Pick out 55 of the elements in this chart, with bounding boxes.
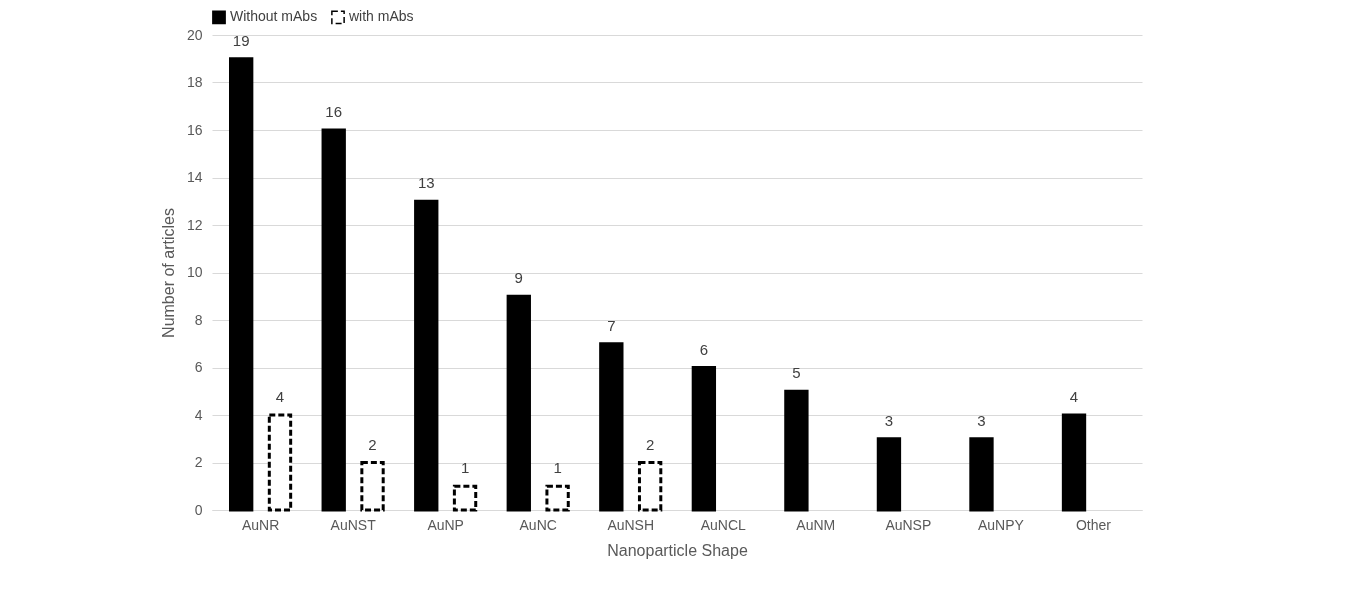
data-label: 4	[1069, 388, 1079, 405]
bar	[360, 461, 385, 512]
x-tick-label: AuNSP	[885, 516, 932, 533]
legend-label: Without mAbs	[230, 8, 318, 25]
data-label: 4	[275, 388, 285, 405]
x-tick-label: AuNST	[330, 516, 377, 533]
y-tick-label: 8	[194, 311, 203, 328]
bar	[321, 128, 346, 512]
bar	[637, 461, 663, 512]
x-tick-label: AuNR	[241, 516, 280, 533]
data-label: 2	[368, 435, 377, 453]
data-label: 16	[325, 103, 343, 120]
bar	[267, 413, 293, 512]
data-label: 19	[232, 31, 250, 49]
x-tick-label: AuNCL	[700, 516, 747, 533]
y-tick-label: 0	[194, 501, 203, 518]
y-tick-label: 6	[194, 359, 203, 375]
bar	[599, 342, 624, 512]
x-tick-label: AuNSH	[607, 516, 655, 533]
data-label: 7	[607, 316, 616, 334]
y-tick-label: 20	[186, 26, 203, 43]
data-label: 3	[884, 411, 894, 429]
bar	[784, 389, 809, 512]
data-label: 1	[553, 459, 562, 477]
data-label: 3	[977, 411, 986, 429]
x-tick-label: AuNPY	[977, 516, 1025, 533]
data-label: 6	[699, 340, 709, 358]
y-tick-label: 16	[186, 121, 203, 138]
bar	[969, 437, 994, 512]
y-tick-label: 18	[186, 74, 203, 90]
bar	[691, 366, 717, 512]
bar	[545, 484, 570, 512]
legend-label: with mAbs	[348, 8, 414, 25]
data-label: 2	[645, 435, 655, 453]
bar	[229, 57, 254, 512]
data-label: 13	[417, 174, 435, 192]
y-tick-label: 4	[194, 406, 203, 423]
bar	[414, 199, 439, 512]
x-tick-label: Other	[1075, 516, 1112, 533]
bar	[452, 484, 478, 512]
y-tick-label: 10	[186, 264, 203, 280]
y-tick-label: 12	[186, 216, 203, 233]
x-tick-label: AuNC	[519, 516, 557, 533]
bar	[1061, 413, 1087, 512]
x-tick-label: AuNM	[796, 516, 836, 533]
y-axis-title: Number of articles	[159, 208, 177, 338]
y-tick-label: 2	[194, 454, 203, 470]
data-label: 9	[514, 269, 523, 287]
x-axis-title: Nanoparticle Shape	[607, 541, 748, 559]
data-label: 5	[792, 364, 801, 382]
bar	[876, 437, 902, 512]
x-tick-label: AuNP	[427, 516, 464, 533]
y-tick-label: 14	[186, 169, 203, 185]
bar	[506, 294, 531, 512]
data-label: 1	[460, 459, 470, 477]
